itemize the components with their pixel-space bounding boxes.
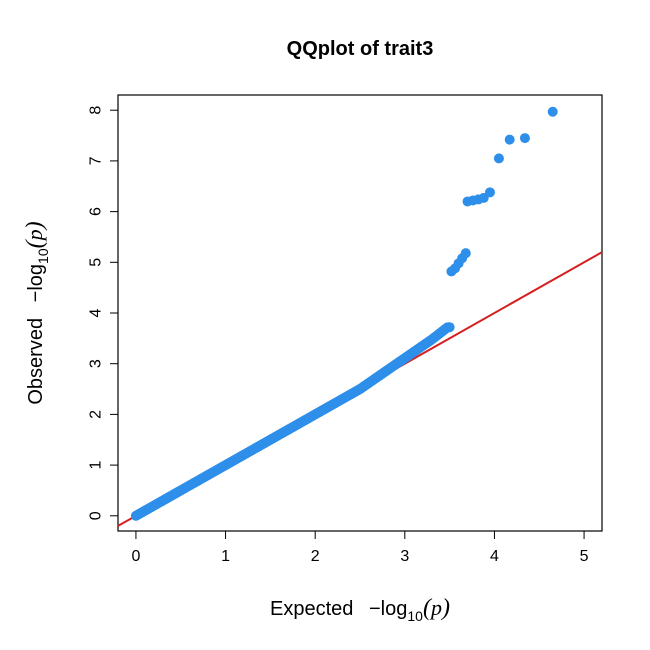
data-point — [547, 106, 558, 117]
x-axis-label: Expected −log10(p) — [270, 595, 450, 624]
data-point — [493, 153, 504, 164]
y-tick-label: 2 — [88, 410, 105, 419]
y-axis: 0 1 2 3 4 5 6 7 8 — [88, 106, 119, 520]
x-tick-label: 5 — [580, 548, 589, 565]
y-tick-label: 0 — [88, 511, 105, 520]
x-tick-label: 3 — [400, 548, 409, 565]
data-point — [444, 322, 455, 333]
x-axis: 0 1 2 3 4 5 — [131, 530, 589, 565]
y-tick-label: 3 — [88, 359, 105, 368]
y-axis-label: Observed −log10(p) — [22, 221, 51, 404]
chart-title: QQplot of trait3 — [287, 38, 434, 60]
data-points — [130, 106, 558, 521]
plot-frame — [117, 94, 603, 532]
y-tick-label: 1 — [88, 461, 105, 470]
data-point — [460, 248, 471, 259]
x-tick-label: 1 — [221, 548, 230, 565]
y-tick-label: 4 — [88, 308, 105, 317]
x-tick-label: 0 — [131, 548, 140, 565]
x-tick-label: 4 — [490, 548, 499, 565]
y-tick-label: 7 — [88, 156, 105, 165]
y-tick-label: 8 — [88, 106, 105, 115]
data-point — [484, 187, 495, 198]
data-point — [519, 133, 530, 144]
y-tick-label: 5 — [88, 258, 105, 267]
x-tick-label: 2 — [311, 548, 320, 565]
data-point — [504, 134, 515, 145]
y-tick-label: 6 — [88, 207, 105, 216]
